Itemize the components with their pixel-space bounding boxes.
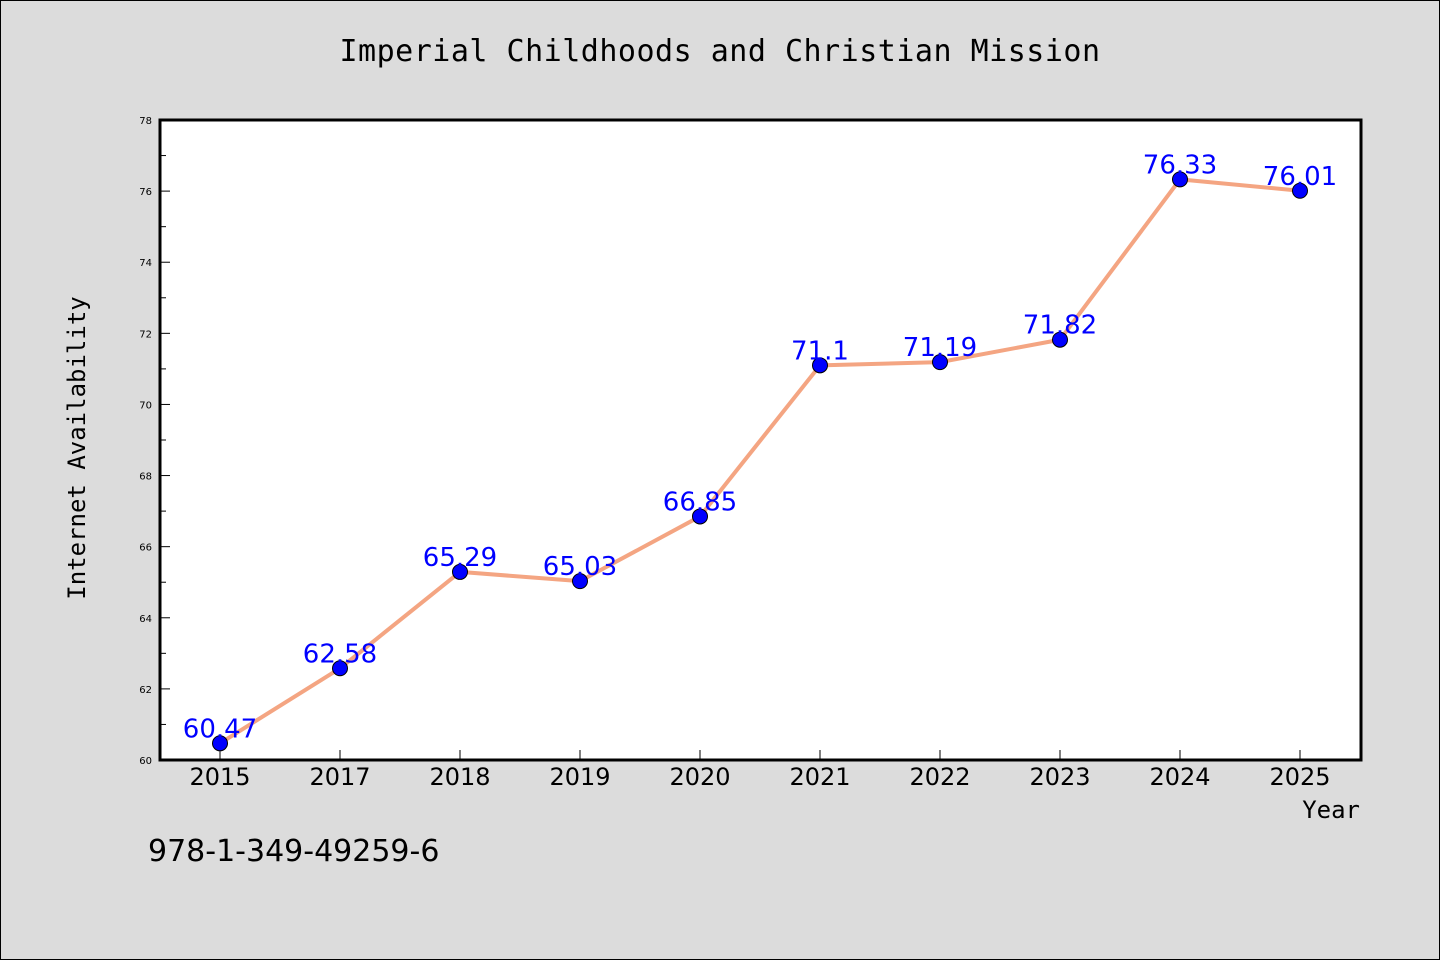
x-tick-label: 2024 [1149,763,1210,791]
y-tick-label: 64 [139,614,152,625]
x-tick-label: 2017 [309,763,370,791]
y-axis: 60 62 64 66 68 70 72 74 76 78 [139,116,170,767]
data-label: 71.82 [1023,311,1097,341]
y-tick-label: 78 [139,116,152,127]
x-tick-label: 2020 [669,763,730,791]
data-point [812,357,828,374]
data-label: 62.58 [303,639,377,669]
data-label: 76.33 [1143,150,1217,180]
data-point [572,573,588,590]
data-label: 66.85 [663,487,737,517]
data-label: 76.01 [1263,162,1337,192]
chart-title: Imperial Childhoods and Christian Missio… [339,34,1101,69]
y-tick-label: 62 [139,685,152,696]
x-tick-label: 2025 [1269,763,1330,791]
x-tick-label: 2015 [189,763,250,791]
y-tick-label: 68 [139,472,152,483]
y-tick-label: 66 [139,543,152,554]
x-tick-label: 2018 [429,763,490,791]
data-point [1292,182,1308,199]
series-layer [212,171,1308,752]
data-point [212,735,228,752]
data-point [1172,171,1188,188]
x-tick-label: 2023 [1029,763,1090,791]
data-point [1052,331,1068,348]
y-tick-label: 60 [139,756,152,767]
y-tick-label: 72 [139,329,152,340]
series-line [218,177,1301,745]
data-labels: 60.47 62.58 65.29 65.03 66.85 71.1 71.19 71.82 7… [183,150,1337,744]
isbn-text: 978-1-349-49259-6 [148,834,440,869]
x-axis: 2015 2017 2018 2019 2020 2021 2022 2023 2024 2025 [189,750,1331,791]
x-tick-label: 2021 [789,763,850,791]
y-axis-label: Internet Availability [63,296,91,600]
y-tick-label: 76 [139,187,152,198]
data-label: 65.29 [423,543,497,573]
data-point [692,508,708,525]
data-point [932,354,948,371]
x-axis-label: Year [1302,796,1360,824]
x-tick-label: 2019 [549,763,610,791]
x-tick-label: 2022 [909,763,970,791]
data-label: 71.19 [903,333,977,363]
data-label: 71.1 [791,336,849,366]
data-point [332,660,348,677]
data-label: 60.47 [183,714,257,744]
y-tick-label: 74 [139,258,152,269]
data-label: 65.03 [543,552,617,582]
y-tick-label: 70 [139,400,152,411]
data-point [452,563,468,580]
